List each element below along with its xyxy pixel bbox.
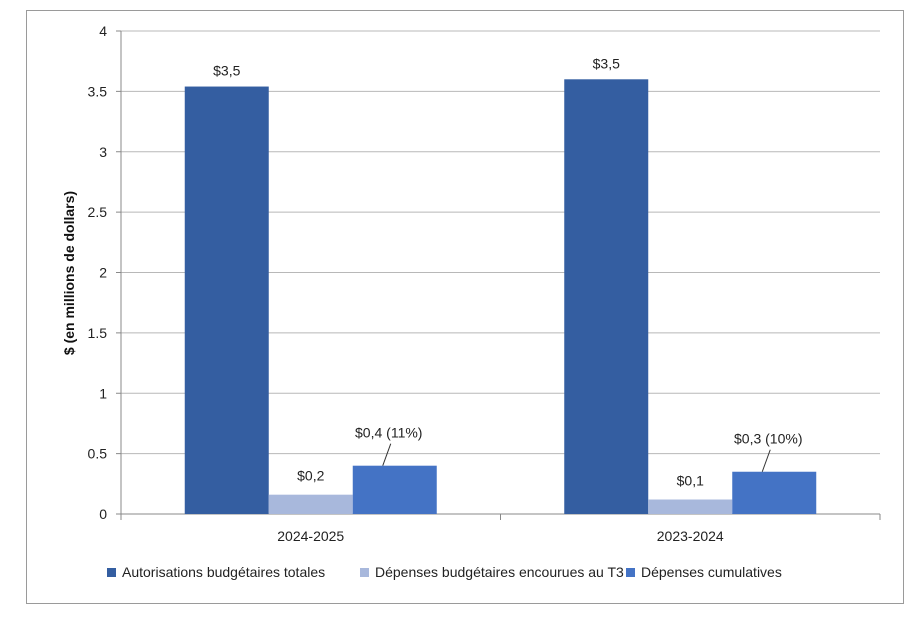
y-tick-label: 2.5: [88, 204, 108, 220]
data-label: $0,4 (11%): [355, 425, 422, 441]
bar: [732, 471, 817, 514]
y-axis-title: $ (en millions de dollars): [61, 191, 77, 355]
y-tick-label: 3: [99, 144, 107, 160]
x-category-label: 2023-2024: [657, 528, 724, 544]
legend: Autorisations budgétaires totales Dépense…: [107, 564, 782, 580]
y-tick-label: 3.5: [88, 83, 108, 99]
legend-swatch: [107, 568, 116, 577]
axes: 0 0.5 1 1.5 2 2.5 3 3.5 4 2024-2025 2023-2024: [88, 23, 881, 544]
y-tick-label: 4: [99, 23, 107, 39]
legend-label: Dépenses cumulatives: [641, 564, 782, 580]
data-label: $0,1: [677, 473, 704, 489]
data-labels: $3,5 $0,2 $0,4 (11%) $3,5 $0,1 $0,3 (10%): [213, 55, 802, 488]
leader-line: [761, 449, 771, 472]
y-tick-label: 0: [99, 506, 107, 522]
data-label: $3,5: [593, 55, 620, 71]
bar: [352, 465, 437, 514]
legend-label: Autorisations budgétaires totales: [122, 564, 325, 580]
bars: [184, 79, 817, 515]
legend-swatch: [626, 568, 635, 577]
data-label: $3,5: [213, 63, 240, 79]
bar: [564, 79, 649, 515]
bar: [184, 86, 269, 515]
bar: [268, 494, 353, 514]
y-tick-label: 2: [99, 265, 107, 281]
legend-swatch: [360, 568, 369, 577]
data-label: $0,2: [297, 468, 324, 484]
x-category-label: 2024-2025: [277, 528, 344, 544]
y-tick-label: 0.5: [88, 446, 108, 462]
data-label: $0,3 (10%): [734, 431, 802, 447]
y-tick-label: 1: [99, 385, 107, 401]
bar: [648, 499, 733, 514]
leader-line: [382, 443, 392, 466]
legend-label: Dépenses budgétaires encourues au T3: [375, 564, 624, 580]
y-tick-label: 1.5: [88, 325, 108, 341]
